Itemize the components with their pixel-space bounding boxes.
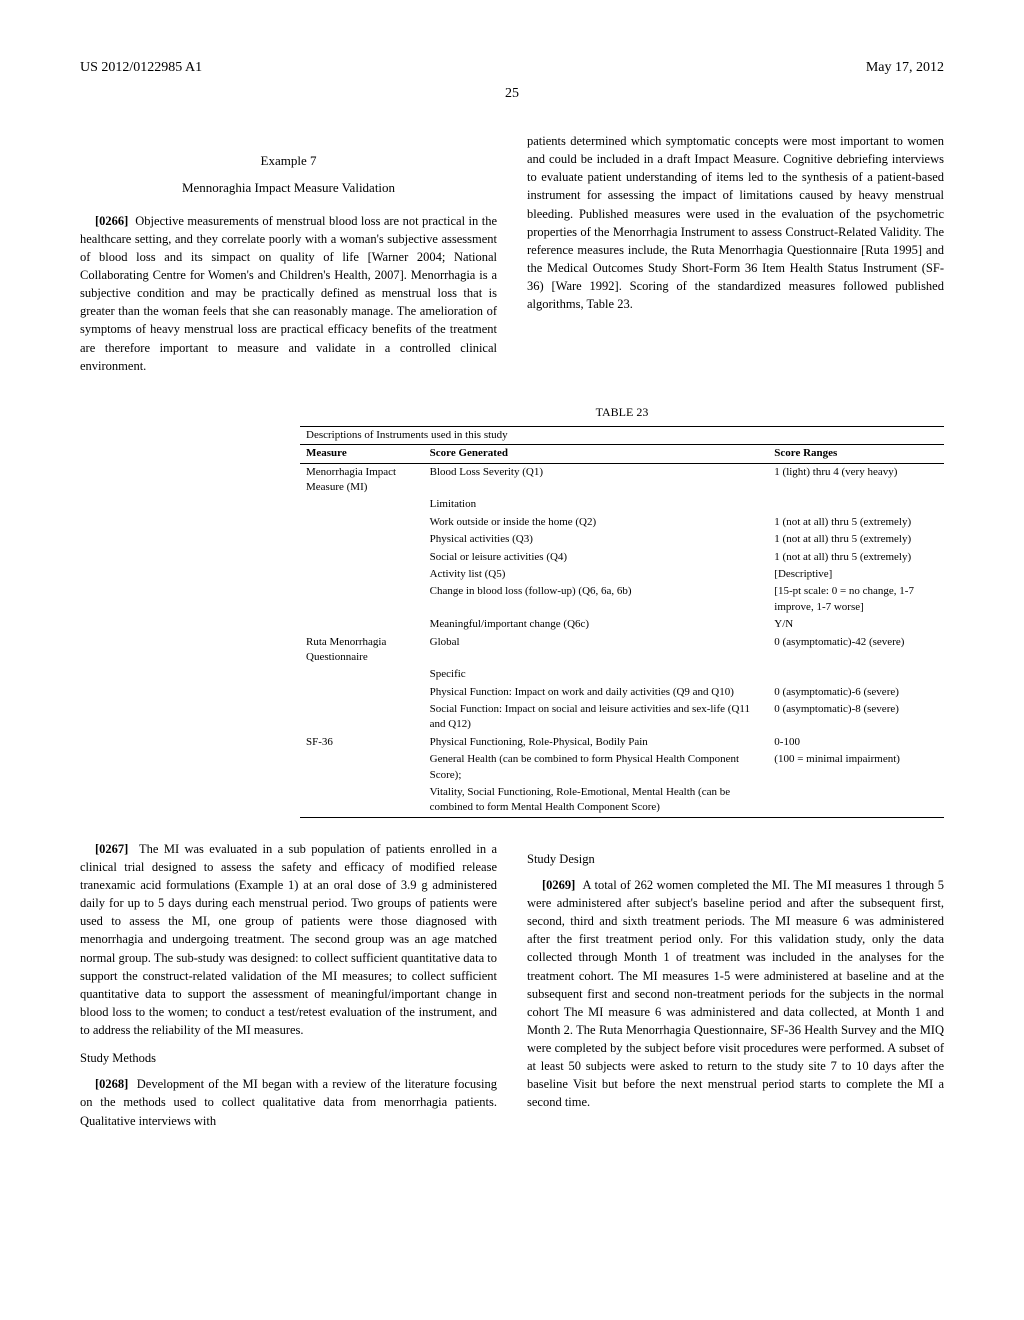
table-cell: Limitation — [424, 496, 769, 513]
table-cell: Global — [424, 634, 769, 667]
table-row: Social or leisure activities (Q4)1 (not … — [300, 549, 944, 566]
table-header-row: Measure Score Generated Score Ranges — [300, 445, 944, 463]
table-cell: Y/N — [768, 616, 944, 633]
table-cell — [300, 583, 424, 616]
para-id: [0269] — [542, 878, 575, 892]
table-23-wrap: TABLE 23 Descriptions of Instruments use… — [300, 405, 944, 820]
left-col-top: Example 7 Mennoraghia Impact Measure Val… — [80, 132, 497, 385]
right-col-bottom: Study Design [0269] A total of 262 women… — [527, 840, 944, 1140]
table-cell — [300, 549, 424, 566]
col-measure: Measure — [300, 445, 424, 463]
para-0268: [0268] Development of the MI began with … — [80, 1075, 497, 1129]
page-header: US 2012/0122985 A1 May 17, 2012 — [80, 60, 944, 76]
table-row: Specific — [300, 666, 944, 683]
table-subtitle: Descriptions of Instruments used in this… — [300, 426, 944, 444]
table-23: Descriptions of Instruments used in this… — [300, 426, 944, 820]
table-cell: 1 (not at all) thru 5 (extremely) — [768, 514, 944, 531]
table-row: Change in blood loss (follow-up) (Q6, 6a… — [300, 583, 944, 616]
para-0267: [0267] The MI was evaluated in a sub pop… — [80, 840, 497, 1039]
para-text: The MI was evaluated in a sub population… — [80, 842, 497, 1037]
table-cell: [Descriptive] — [768, 566, 944, 583]
table-cell — [768, 784, 944, 817]
table-cell: (100 = minimal impairment) — [768, 751, 944, 784]
table-cell: 0 (asymptomatic)-42 (severe) — [768, 634, 944, 667]
table-cell: Physical Function: Impact on work and da… — [424, 684, 769, 701]
table-cell — [300, 684, 424, 701]
table-cell: [15-pt scale: 0 = no change, 1-7 improve… — [768, 583, 944, 616]
table-row: Physical Function: Impact on work and da… — [300, 684, 944, 701]
table-cell: Social or leisure activities (Q4) — [424, 549, 769, 566]
doc-number: US 2012/0122985 A1 — [80, 60, 202, 76]
table-cell: Blood Loss Severity (Q1) — [424, 463, 769, 496]
table-cell — [300, 784, 424, 817]
para-0269: [0269] A total of 262 women completed th… — [527, 876, 944, 1112]
example-title: Mennoraghia Impact Measure Validation — [80, 179, 497, 198]
table-row: Meaningful/important change (Q6c)Y/N — [300, 616, 944, 633]
table-cell: 1 (not at all) thru 5 (extremely) — [768, 531, 944, 548]
para-id: [0266] — [95, 214, 128, 228]
table-cell: Vitality, Social Functioning, Role-Emoti… — [424, 784, 769, 817]
table-cell: Physical activities (Q3) — [424, 531, 769, 548]
table-cell — [768, 496, 944, 513]
col-score-ranges: Score Ranges — [768, 445, 944, 463]
table-cell: 1 (not at all) thru 5 (extremely) — [768, 549, 944, 566]
table-cell: Social Function: Impact on social and le… — [424, 701, 769, 734]
table-cell — [300, 566, 424, 583]
table-cell — [300, 751, 424, 784]
table-cell — [300, 616, 424, 633]
table-cell — [768, 666, 944, 683]
para-id: [0268] — [95, 1077, 128, 1091]
study-design-heading: Study Design — [527, 850, 944, 868]
table-row: Physical activities (Q3)1 (not at all) t… — [300, 531, 944, 548]
table-cell: Ruta Menorrhagia Questionnaire — [300, 634, 424, 667]
table-cell — [300, 514, 424, 531]
col-score-generated: Score Generated — [424, 445, 769, 463]
table-row: Menorrhagia Impact Measure (MI)Blood Los… — [300, 463, 944, 496]
example-number: Example 7 — [80, 152, 497, 171]
para-id: [0267] — [95, 842, 128, 856]
para-text: Development of the MI began with a revie… — [80, 1077, 497, 1127]
table-cell: SF-36 — [300, 734, 424, 751]
table-cell — [300, 701, 424, 734]
table-cell: Meaningful/important change (Q6c) — [424, 616, 769, 633]
table-cell — [300, 496, 424, 513]
table-cell: Change in blood loss (follow-up) (Q6, 6a… — [424, 583, 769, 616]
table-row: Ruta Menorrhagia QuestionnaireGlobal0 (a… — [300, 634, 944, 667]
page-number: 25 — [80, 86, 944, 102]
doc-date: May 17, 2012 — [866, 60, 944, 76]
continuation-para: patients determined which symptomatic co… — [527, 132, 944, 313]
table-cell: Work outside or inside the home (Q2) — [424, 514, 769, 531]
right-col-top: patients determined which symptomatic co… — [527, 132, 944, 385]
table-cell — [300, 666, 424, 683]
bottom-columns: [0267] The MI was evaluated in a sub pop… — [80, 840, 944, 1140]
top-columns: Example 7 Mennoraghia Impact Measure Val… — [80, 132, 944, 385]
table-row: Limitation — [300, 496, 944, 513]
study-methods-heading: Study Methods — [80, 1049, 497, 1067]
para-0266: [0266] Objective measurements of menstru… — [80, 212, 497, 375]
table-row: SF-36Physical Functioning, Role-Physical… — [300, 734, 944, 751]
table-cell: Menorrhagia Impact Measure (MI) — [300, 463, 424, 496]
table-cell: 0-100 — [768, 734, 944, 751]
table-cell: General Health (can be combined to form … — [424, 751, 769, 784]
left-col-bottom: [0267] The MI was evaluated in a sub pop… — [80, 840, 497, 1140]
para-text: Objective measurements of menstrual bloo… — [80, 214, 497, 373]
table-row: Work outside or inside the home (Q2)1 (n… — [300, 514, 944, 531]
table-cell: 1 (light) thru 4 (very heavy) — [768, 463, 944, 496]
table-caption: TABLE 23 — [300, 405, 944, 420]
table-cell — [300, 531, 424, 548]
table-row: General Health (can be combined to form … — [300, 751, 944, 784]
table-cell: Activity list (Q5) — [424, 566, 769, 583]
table-cell: 0 (asymptomatic)-8 (severe) — [768, 701, 944, 734]
table-row: Social Function: Impact on social and le… — [300, 701, 944, 734]
table-row: Activity list (Q5)[Descriptive] — [300, 566, 944, 583]
para-text: A total of 262 women completed the MI. T… — [527, 878, 944, 1110]
table-cell: Specific — [424, 666, 769, 683]
table-row: Vitality, Social Functioning, Role-Emoti… — [300, 784, 944, 817]
table-cell: 0 (asymptomatic)-6 (severe) — [768, 684, 944, 701]
table-cell: Physical Functioning, Role-Physical, Bod… — [424, 734, 769, 751]
